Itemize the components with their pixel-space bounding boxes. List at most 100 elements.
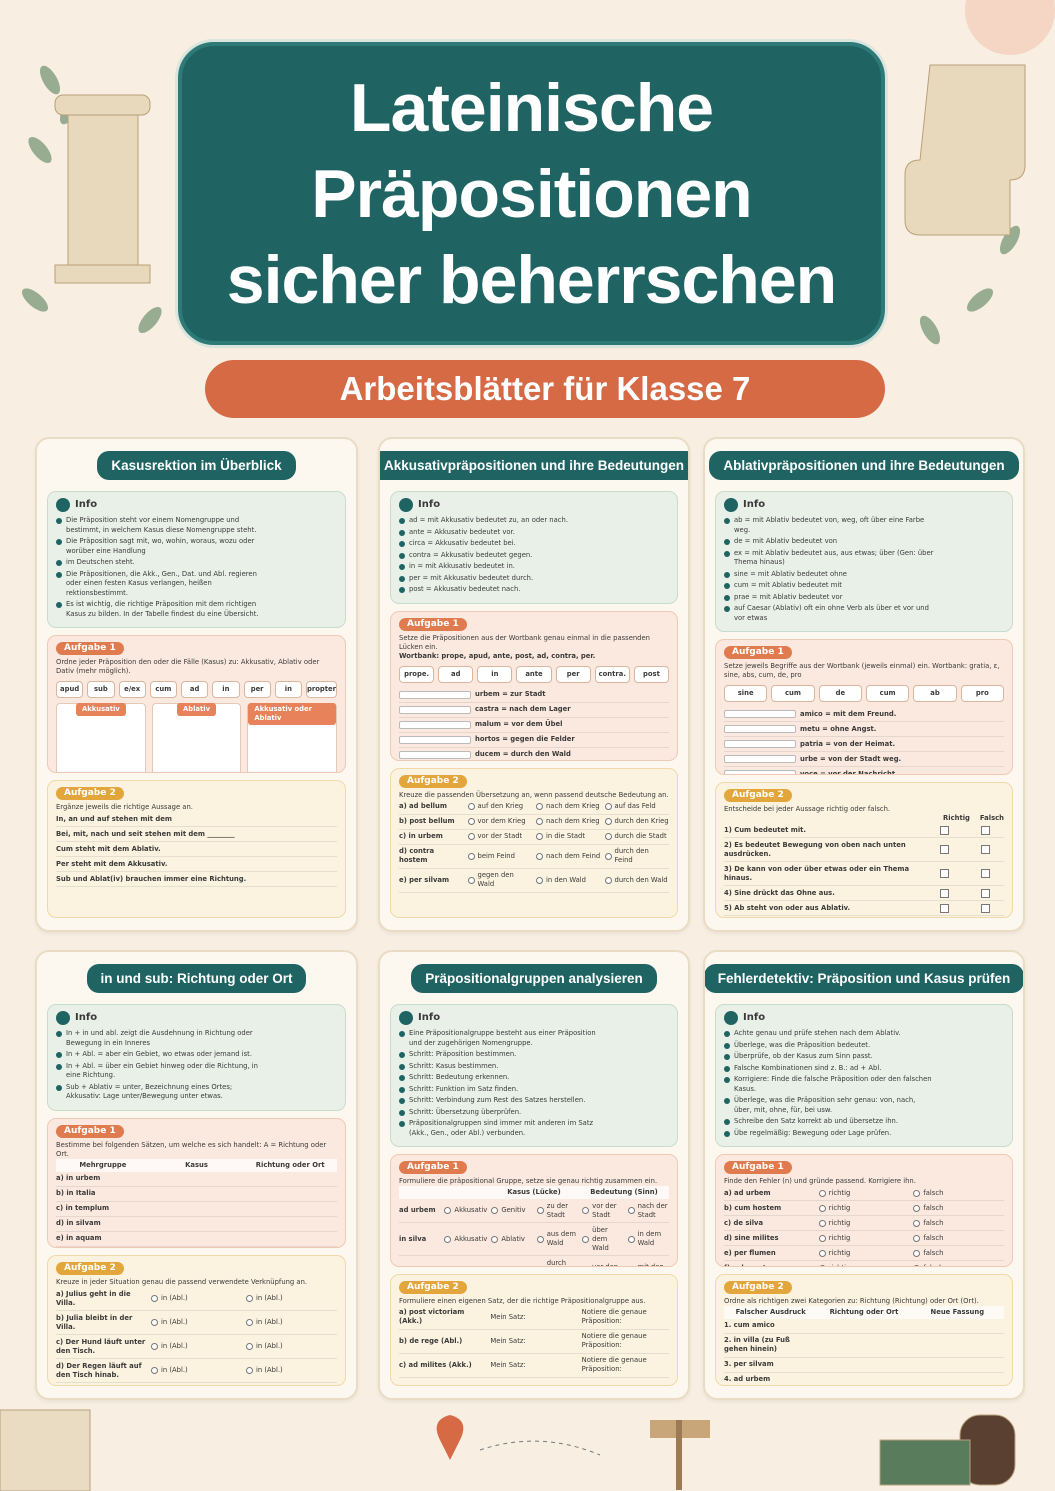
bullet [399, 564, 405, 570]
info-text: im Deutschen steht. [66, 558, 135, 566]
option: vor den Gräben [582, 1263, 623, 1266]
cell: patria = von der Heimat. [800, 739, 896, 748]
bullet [399, 587, 405, 593]
checkbox [940, 869, 949, 878]
chip: per [243, 681, 271, 698]
cell: a) post victoriam (Akk.) [399, 1308, 465, 1325]
option: in (Abl.) [151, 1294, 242, 1303]
option: mit den Gräben [628, 1263, 669, 1266]
option: richtig [818, 1219, 910, 1228]
radio [246, 1295, 253, 1303]
task-row: Bei, mit, nach und seit stehen mit dem _… [56, 827, 337, 842]
task-instruction: Ordne als richtigen zwei Kategorien zu: … [724, 1296, 979, 1305]
checkbox [981, 888, 990, 898]
chip: cum [771, 685, 815, 702]
option: Ablativ [491, 1235, 532, 1244]
option-text: in (Abl.) [161, 1294, 188, 1303]
task-row: b) post bellum vor dem Krieg nach dem Krie… [399, 815, 669, 830]
option-text: Genitiv [501, 1206, 526, 1214]
sort-columns: Akkusativ Ablativ Akkusativ oder Ablativ [56, 703, 338, 772]
cell: amico = mit dem Freund. [800, 709, 897, 718]
subtitle: Arbeitsblätter für Klasse 7 [205, 360, 885, 418]
radio [467, 876, 475, 884]
option: aus dem Wald [536, 1230, 578, 1248]
chip: per [555, 665, 591, 683]
info-label: Info [399, 498, 669, 512]
chip: in [274, 681, 302, 698]
option-text: in (Abl.) [256, 1318, 283, 1327]
info-text: circa = Akkusativ bedeutet bei. [409, 539, 516, 547]
bullet [399, 1031, 405, 1037]
radio [582, 1207, 590, 1214]
chip: prope. [399, 665, 435, 683]
option-text: gegen den Wald [477, 871, 514, 889]
task-row: 4) Sine drückt das Ohne aus. [724, 886, 1004, 901]
cell: b) in Italia [56, 1189, 96, 1197]
info-item: Achte genau und prüfe stehen nach dem Ab… [724, 1029, 1004, 1039]
task-row: per fossasAkkusativDativdurch die Gräben… [399, 1256, 669, 1266]
option-text: nach dem Krieg [546, 817, 600, 826]
worksheet-card: in und sub: Richtung oder Ort Info In + in… [35, 950, 358, 1400]
option: in (Abl.) [246, 1294, 337, 1303]
card-title: Kasusrektion im Überblick [97, 451, 296, 480]
task-row: hortos = gegen die Felder [399, 733, 669, 748]
radio [627, 1207, 635, 1214]
cell: 3. per silvam [724, 1360, 774, 1368]
info-text: Überprüfe, ob der Kasus zum Sinn passt. [734, 1052, 873, 1060]
bullet [399, 575, 405, 582]
radio [536, 1207, 544, 1214]
cell: ducem = durch den Wald [475, 750, 571, 758]
bullet [56, 560, 62, 566]
info-item: Die Präpositionen, die Akk., Gen., Dat. … [56, 570, 337, 599]
blank [399, 720, 471, 729]
task-box: Aufgabe 1 Bestimme bei folgenden Sätzen, … [47, 1117, 346, 1249]
option: durch den Krieg [604, 817, 670, 826]
info-text: In + Abl. = über ein Gebiet hinweg oder … [66, 1061, 258, 1080]
chip: cum [865, 685, 910, 702]
task-row: 1. cum amico [724, 1319, 1004, 1334]
bullet [399, 552, 405, 559]
task-label: Aufgabe 2 [724, 1280, 792, 1294]
bullet [399, 1086, 405, 1093]
info-item: Übe regelmäßig: Bewegung oder Lage prüfe… [724, 1129, 1004, 1139]
info-icon [56, 1011, 70, 1025]
chip: ante [516, 665, 552, 683]
info-item: Die Präposition sagt mit, wo, wohin, wor… [56, 537, 337, 556]
option: in (Abl.) [246, 1318, 337, 1327]
cell: b) cum hostem [724, 1203, 782, 1212]
bullet [56, 1063, 62, 1070]
cell: Mein Satz: [490, 1312, 526, 1321]
sort-column: Akkusativ [56, 703, 146, 772]
bullet [724, 583, 730, 589]
option-text: auf den Krieg [477, 802, 524, 811]
worksheet-card: Fehlerdetektiv: Präposition und Kasus pr… [703, 950, 1025, 1400]
info-item: Schritt: Bedeutung erkennen. [399, 1073, 669, 1083]
cell: castra = nach dem Lager [475, 705, 571, 713]
info-label: Info [399, 1011, 669, 1025]
chip: in [477, 665, 513, 683]
option: nach dem Feind [536, 852, 601, 861]
checkbox [940, 825, 949, 835]
option: durch die Gräben [537, 1259, 578, 1266]
task-label: Aufgabe 2 [56, 787, 124, 800]
bullet [724, 1130, 730, 1137]
header-cell: Bedeutung (Sinn) [590, 1188, 658, 1196]
info-box: Info In + in und abl. zeigt die Ausdehnun… [47, 1004, 346, 1111]
column-label: Ablativ [176, 703, 217, 716]
info-label-text: Info [743, 499, 766, 511]
radio [536, 803, 543, 811]
radio [604, 876, 612, 884]
info-label: Info [724, 498, 1004, 512]
info-text: Schritt: Präposition bestimmen. [409, 1050, 517, 1058]
info-text: Sub + Ablativ = unter, Bezeichnung eines… [66, 1082, 233, 1101]
bullet [724, 539, 730, 545]
info-label: Info [56, 498, 337, 512]
radio [246, 1343, 253, 1351]
info-item: prae = mit Ablativ bedeutet vor [724, 593, 1004, 603]
column-label: Akkusativ [75, 703, 126, 716]
option-text: vor dem Krieg [477, 817, 526, 826]
info-text: Korrigiere: Finde die falsche Präpositio… [734, 1075, 932, 1093]
checkbox [981, 869, 990, 878]
info-item: Überprüfe, ob der Kasus zum Sinn passt. [724, 1052, 1004, 1062]
radio [467, 818, 475, 826]
